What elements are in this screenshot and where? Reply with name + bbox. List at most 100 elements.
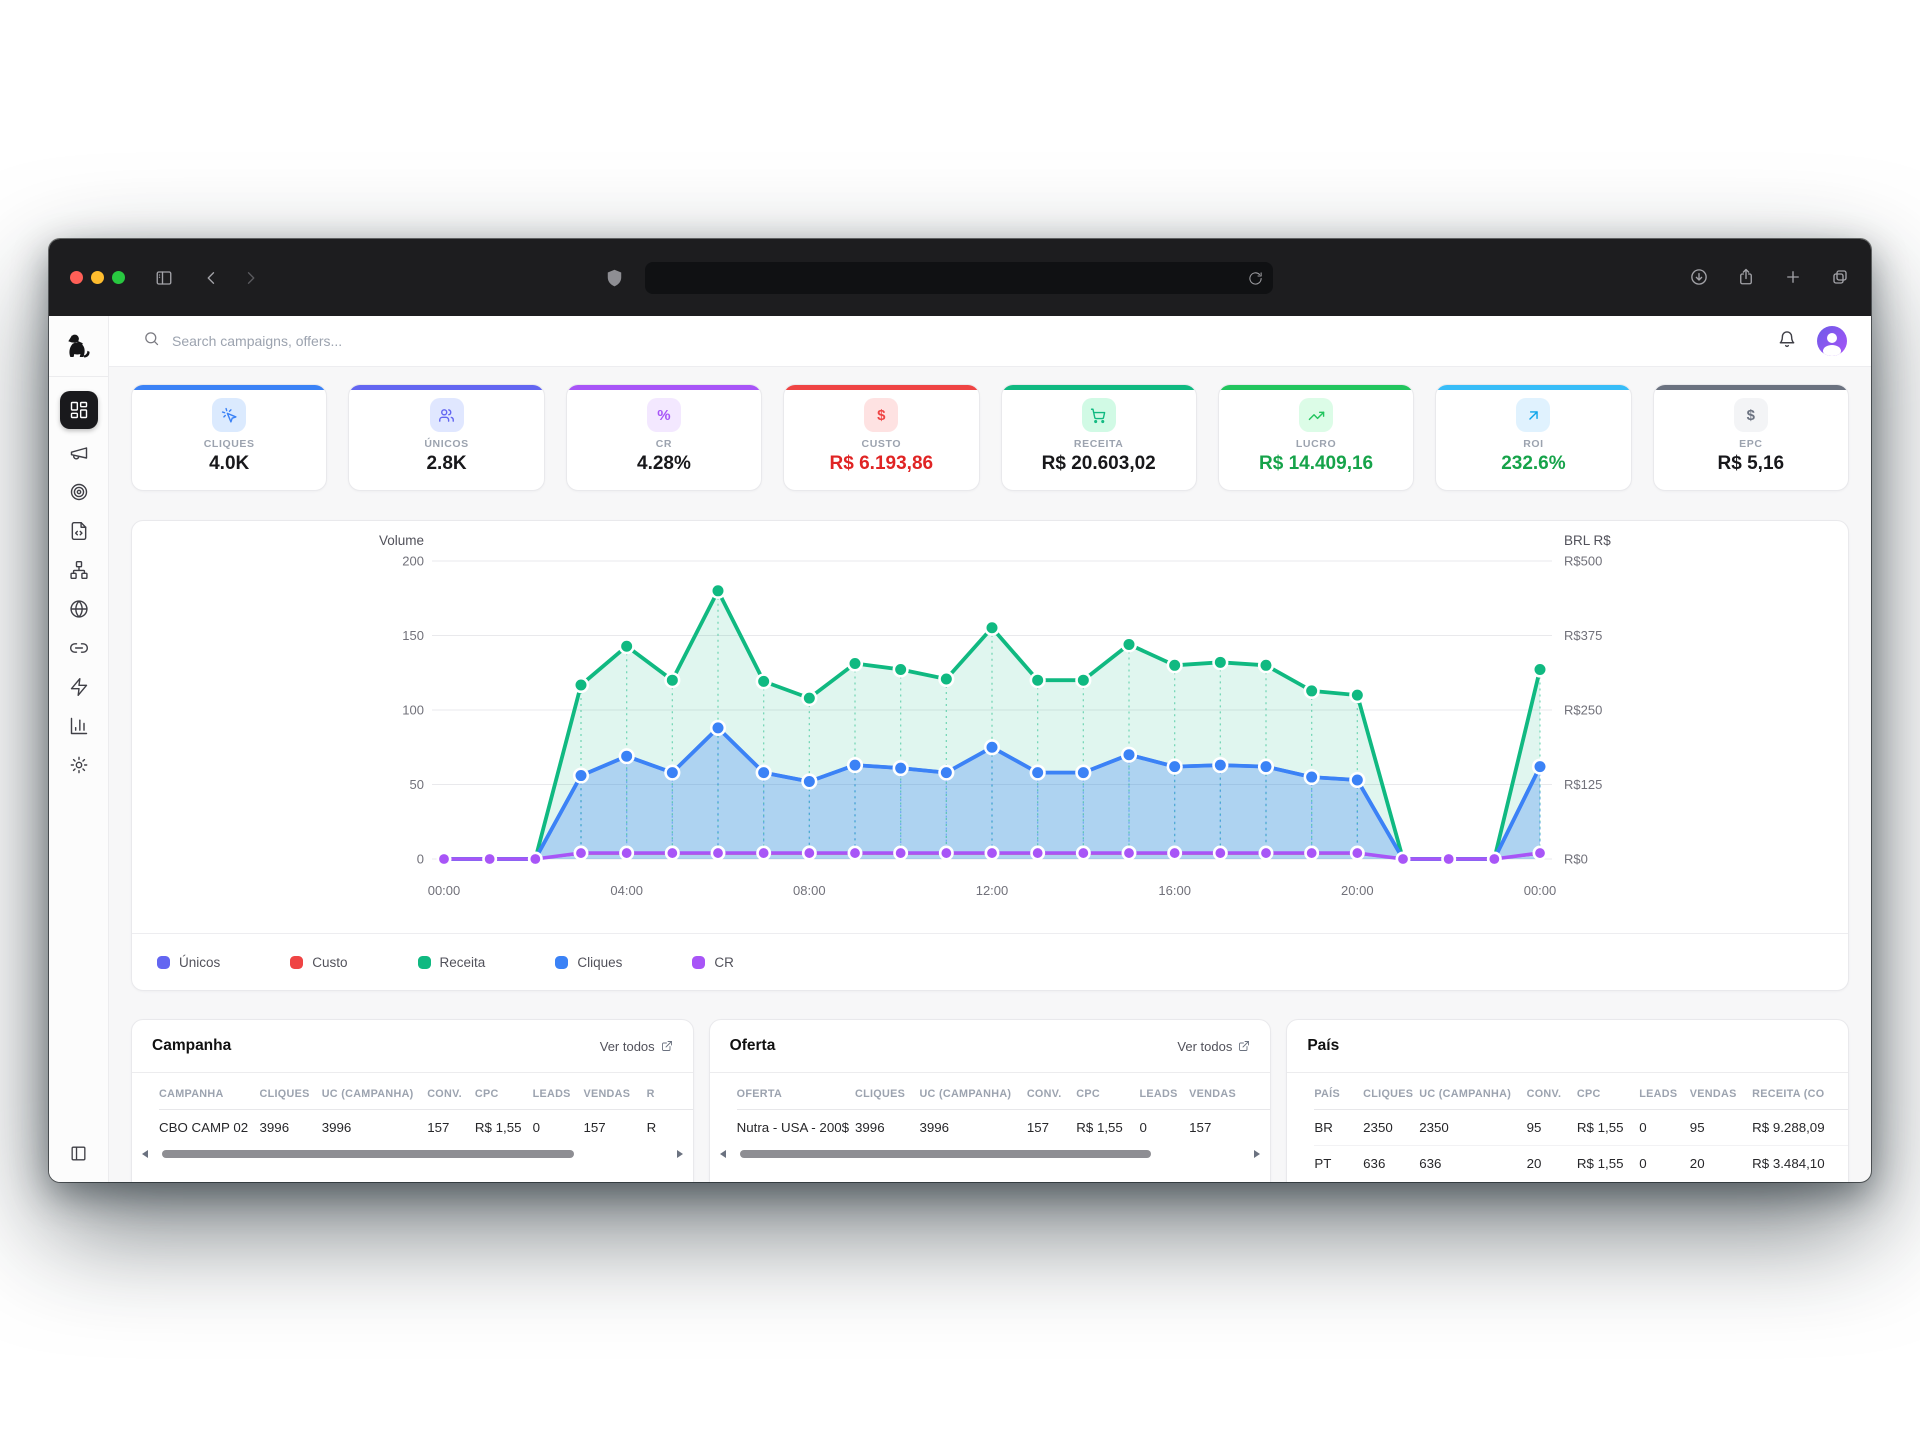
sidebar-item-offers[interactable] [60, 477, 98, 507]
svg-text:20:00: 20:00 [1341, 883, 1374, 898]
table-cell: 3996 [855, 1120, 885, 1135]
percent-icon: % [646, 398, 681, 432]
svg-text:R$375: R$375 [1564, 628, 1602, 643]
table-cell: 95 [1689, 1109, 1753, 1146]
table-cell: 0 [1139, 1120, 1147, 1135]
sidebar-item-reports[interactable] [60, 711, 98, 741]
table-h-scrollbar[interactable] [719, 1147, 1261, 1161]
kpi-row: CLIQUES 4.0K ÚNICOS 2.8K% CR 4.28% $ CUSTO R$ 6.… [131, 384, 1849, 491]
legend-label: Cliques [577, 954, 623, 970]
kpi-card-epc: $ EPC R$ 5,16 [1652, 384, 1849, 491]
ver-todos-label: Ver todos [599, 1038, 655, 1054]
table-cell: 157 [583, 1120, 606, 1135]
column-header: PAÍS [1314, 1073, 1364, 1110]
sidebar-item-automation[interactable] [60, 672, 98, 702]
zoom-window-button[interactable] [112, 271, 125, 284]
table-cell: 636 [1419, 1156, 1442, 1171]
kpi-label: EPC [1739, 438, 1763, 450]
sidebar-item-landing-pages[interactable] [60, 516, 98, 546]
sidebar-item-domains[interactable] [60, 594, 98, 624]
kpi-accent-bar [1653, 385, 1848, 390]
downloads-button[interactable] [1684, 262, 1714, 292]
column-header: CLIQUES [1363, 1073, 1420, 1110]
table-row[interactable]: Nutra - USA - 200$ 3996 3996 157 R$ 1,55 0 157 [737, 1110, 1271, 1146]
notifications-button[interactable] [1777, 329, 1797, 354]
table-cell: R$ 1,55 [1076, 1120, 1123, 1135]
sidebar-item-dashboard[interactable] [59, 391, 98, 429]
tabs-overview-button[interactable] [1825, 262, 1855, 292]
dollar-icon: $ [1733, 398, 1768, 432]
table-row[interactable]: PT 636 636 20 R$ 1,55 0 20 R$ 3.484,10 [1314, 1146, 1848, 1182]
data-table: PAÍS CLIQUES UC (CAMPANHA) CONV. CPC LEADS VEN… [1314, 1073, 1849, 1182]
reload-icon[interactable] [1248, 271, 1263, 286]
share-icon [1740, 268, 1752, 285]
browser-window: CLIQUES 4.0K ÚNICOS 2.8K% CR 4.28% $ CUSTO R$ 6.… [49, 239, 1871, 1182]
svg-text:04:00: 04:00 [610, 883, 643, 898]
kpi-label: CUSTO [861, 438, 902, 450]
tables-row: Campanha Ver todos CAMPANHA CLIQUES UC (CAMP… [131, 1019, 1850, 1182]
scroll-thumb[interactable] [740, 1150, 1152, 1158]
table-row[interactable]: CBO CAMP 02 3996 3996 157 R$ 1,55 0 157 R [159, 1110, 693, 1146]
scroll-left-arrow[interactable] [142, 1150, 148, 1158]
user-avatar[interactable] [1817, 326, 1847, 356]
svg-text:12:00: 12:00 [976, 883, 1009, 898]
table-h-scrollbar[interactable] [142, 1147, 683, 1161]
new-tab-button[interactable] [1778, 262, 1808, 292]
sidebar-item-funnels[interactable] [60, 555, 98, 585]
scroll-track[interactable] [730, 1150, 1251, 1158]
search-input[interactable] [170, 332, 594, 350]
table-card-header: Oferta Ver todos [709, 1020, 1271, 1073]
share-button[interactable] [1731, 262, 1761, 292]
sidebar-collapse-button[interactable] [69, 1144, 88, 1168]
table-cell: R$ 1,55 [1576, 1156, 1624, 1171]
kpi-card-receita: RECEITA R$ 20.603,02 [1000, 384, 1197, 491]
dollar-icon: $ [864, 398, 899, 432]
table-title: País [1307, 1037, 1340, 1054]
legend-marker [157, 955, 170, 969]
column-header: LEADS [1639, 1073, 1690, 1110]
scroll-track[interactable] [152, 1150, 673, 1158]
legend-label: CR [714, 954, 734, 970]
sidebar-item-campaigns[interactable] [60, 438, 98, 468]
click-icon [212, 398, 247, 432]
app-main: CLIQUES 4.0K ÚNICOS 2.8K% CR 4.28% $ CUSTO R$ 6.… [109, 316, 1871, 1182]
toggle-sidebar-button[interactable] [149, 263, 179, 293]
titlebar-actions [1684, 262, 1855, 292]
back-button[interactable] [197, 263, 227, 293]
column-header: CONV. [1526, 1073, 1577, 1110]
domains-icon [69, 600, 88, 618]
legend-item-únicos[interactable]: Únicos [157, 955, 220, 970]
scroll-thumb[interactable] [162, 1150, 574, 1158]
legend-label: Únicos [179, 954, 221, 970]
table-title: Oferta [729, 1037, 776, 1054]
forward-button[interactable] [235, 263, 265, 293]
scroll-right-arrow[interactable] [676, 1150, 683, 1158]
dog-logo[interactable] [64, 329, 94, 365]
minimize-window-button[interactable] [91, 271, 104, 284]
table-cell: 2350 [1363, 1109, 1420, 1146]
legend-item-cliques[interactable]: Cliques [555, 955, 622, 970]
table-cell: 0 [1639, 1109, 1690, 1146]
table-cell: 3996 [321, 1120, 352, 1135]
legend-item-custo[interactable]: Custo [290, 955, 348, 970]
column-header: LEADS [532, 1073, 584, 1110]
svg-text:00:00: 00:00 [1524, 883, 1557, 898]
kpi-value: R$ 20.603,02 [1041, 453, 1156, 474]
sidebar-item-links[interactable] [60, 633, 98, 663]
legend-item-cr[interactable]: CR [692, 955, 734, 970]
table-card-header: Campanha Ver todos [132, 1020, 693, 1073]
address-bar[interactable] [645, 262, 1273, 294]
close-window-button[interactable] [70, 271, 83, 284]
scroll-right-arrow[interactable] [1254, 1150, 1261, 1158]
sidebar-item-settings[interactable] [60, 750, 98, 780]
table-cell: 3996 [259, 1120, 290, 1135]
ver-todos-link[interactable]: Ver todos [1177, 1039, 1250, 1054]
browser-titlebar [49, 239, 1871, 317]
kpi-label: CLIQUES [203, 438, 255, 450]
table-row[interactable]: BR 2350 2350 95 R$ 1,55 0 95 R$ 9.288,09 [1314, 1109, 1849, 1146]
legend-item-receita[interactable]: Receita [417, 955, 485, 970]
scroll-left-arrow[interactable] [719, 1150, 726, 1158]
address-input[interactable] [645, 269, 1248, 287]
ver-todos-link[interactable]: Ver todos [600, 1039, 673, 1054]
external-link-icon [1239, 1041, 1250, 1051]
